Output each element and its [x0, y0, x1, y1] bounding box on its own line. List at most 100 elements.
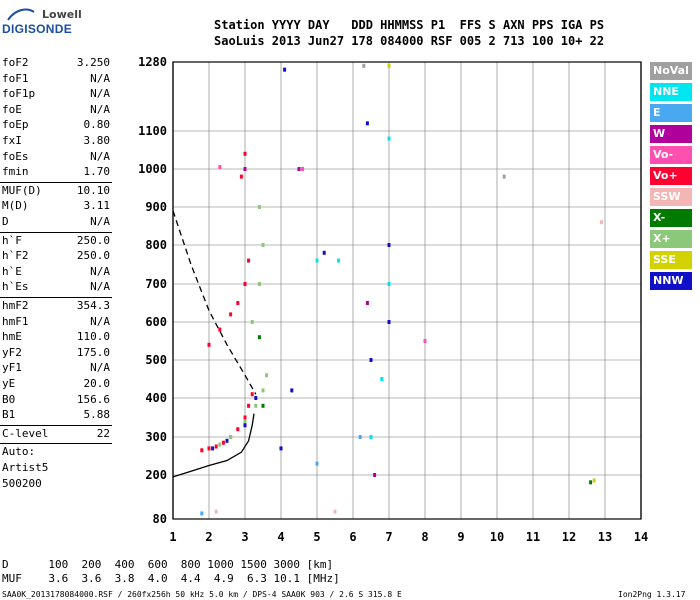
- echo-point: [229, 312, 233, 317]
- echo-point: [207, 446, 211, 451]
- echo-point: [257, 335, 261, 340]
- param-row: D N/A: [2, 215, 110, 230]
- echo-point: [239, 174, 243, 179]
- param-name: foF1p: [2, 87, 36, 101]
- auto-scaling-line: 500200: [2, 477, 110, 492]
- echo-point: [214, 444, 218, 449]
- y-tick-label: 300: [145, 430, 167, 444]
- param-name: yE: [2, 377, 16, 390]
- footer-file-info: SAA0K_2013178084000.RSF / 260fx256h 50 k…: [2, 590, 402, 599]
- echo-point: [236, 427, 240, 432]
- legend-item: W: [650, 125, 692, 143]
- param-value: 0.80: [83, 118, 111, 132]
- echo-point: [243, 423, 247, 428]
- x-tick-label: 14: [634, 530, 648, 544]
- plot-frame: [172, 61, 642, 520]
- param-name: foEs: [2, 149, 29, 163]
- echo-point: [322, 250, 326, 255]
- legend-item: X+: [650, 230, 692, 248]
- auto-scaling-line: Artist5: [2, 461, 110, 476]
- param-row: foF1 N/A: [2, 72, 110, 87]
- param-row: hmF2 354.3: [2, 299, 110, 314]
- y-tick-label: 400: [145, 391, 167, 405]
- echo-point: [243, 167, 247, 171]
- echo-point: [337, 258, 341, 263]
- param-value: 3.11: [83, 199, 111, 213]
- param-name: B0: [2, 392, 16, 406]
- footer-muf-row: MUF 3.6 3.6 3.8 4.0 4.4 4.9 6.3 10.1 [MH…: [2, 572, 340, 585]
- x-tick-label: 4: [277, 530, 284, 544]
- param-name: MUF(D): [2, 183, 42, 197]
- echo-point: [301, 167, 305, 171]
- echo-point: [592, 478, 596, 483]
- legend-item: NNW: [650, 272, 692, 290]
- echo-point: [250, 320, 254, 324]
- param-row: yE 20.0: [2, 377, 110, 392]
- echo-point: [387, 243, 391, 247]
- x-tick-label: 8: [421, 530, 428, 544]
- echo-point: [315, 461, 319, 466]
- echo-point: [265, 373, 269, 378]
- logo-digisonde: DIGISONDE: [2, 22, 73, 36]
- param-name: M(D): [2, 199, 29, 213]
- x-tick-label: 13: [598, 530, 612, 544]
- echo-point: [358, 435, 362, 439]
- echo-point: [369, 435, 373, 439]
- param-name: yF2: [2, 345, 22, 359]
- param-value: 10.10: [76, 183, 110, 197]
- param-name: foEp: [2, 118, 29, 132]
- param-row: B0 156.6: [2, 393, 110, 408]
- echo-point: [373, 473, 377, 477]
- echo-point: [387, 320, 391, 324]
- echo-point: [254, 403, 258, 408]
- legend-item: NNE: [650, 83, 692, 101]
- y-tick-label: 1000: [138, 162, 167, 176]
- legend-item: SSW: [650, 188, 692, 206]
- echo-point: [290, 388, 294, 393]
- electron-density-profile-line: [172, 413, 255, 478]
- param-value: N/A: [90, 264, 110, 278]
- legend-item: Vo-: [650, 146, 692, 164]
- dashed-trace-line: [172, 210, 257, 395]
- param-value: N/A: [90, 215, 110, 228]
- auto-scaling-line: Auto:: [2, 445, 110, 460]
- echo-point: [229, 435, 233, 439]
- echo-point: [257, 282, 261, 286]
- echo-point: [380, 377, 384, 381]
- y-tick-label: 700: [145, 277, 167, 291]
- echo-point: [283, 67, 287, 72]
- echo-point: [243, 419, 247, 424]
- param-value: N/A: [90, 71, 110, 85]
- echo-point: [261, 388, 265, 393]
- param-name: hmE: [2, 330, 22, 344]
- param-value: 20.0: [83, 377, 111, 390]
- param-value: 110.0: [76, 330, 110, 344]
- footer-version: Ion2Png 1.3.17: [618, 590, 686, 599]
- echo-point: [200, 511, 204, 516]
- param-row: fmin 1.70: [2, 165, 110, 180]
- param-row: M(D) 3.11: [2, 199, 110, 214]
- param-value: 250.0: [76, 249, 110, 263]
- y-tick-label: 500: [145, 353, 167, 367]
- x-tick-label: 6: [349, 530, 356, 544]
- echo-point: [243, 415, 247, 420]
- echo-point: [387, 63, 391, 68]
- echo-point: [365, 121, 369, 126]
- header-line-2: SaoLuis 2013 Jun27 178 084000 RSF 005 2 …: [214, 34, 605, 48]
- param-name: hmF2: [2, 299, 29, 312]
- echo-point: [250, 392, 254, 397]
- param-value: N/A: [90, 280, 110, 294]
- echo-point: [207, 342, 211, 347]
- echo-point: [599, 220, 603, 225]
- echo-point: [200, 448, 204, 453]
- echo-point: [502, 174, 506, 179]
- param-row: hmF1 N/A: [2, 315, 110, 330]
- param-value: 3.250: [76, 56, 110, 69]
- x-tick-label: 7: [385, 530, 392, 544]
- echo-point: [247, 258, 251, 263]
- param-name: yF1: [2, 361, 22, 375]
- ionogram-chart: 1 2 3 4 5 6 7 8 9 10 11 12 13 14802003004005006007008…: [138, 55, 648, 544]
- echo-point: [243, 282, 247, 286]
- footer-distance-row: D 100 200 400 600 800 1000 1500 3000 [km…: [2, 558, 334, 571]
- echo-point: [261, 243, 265, 247]
